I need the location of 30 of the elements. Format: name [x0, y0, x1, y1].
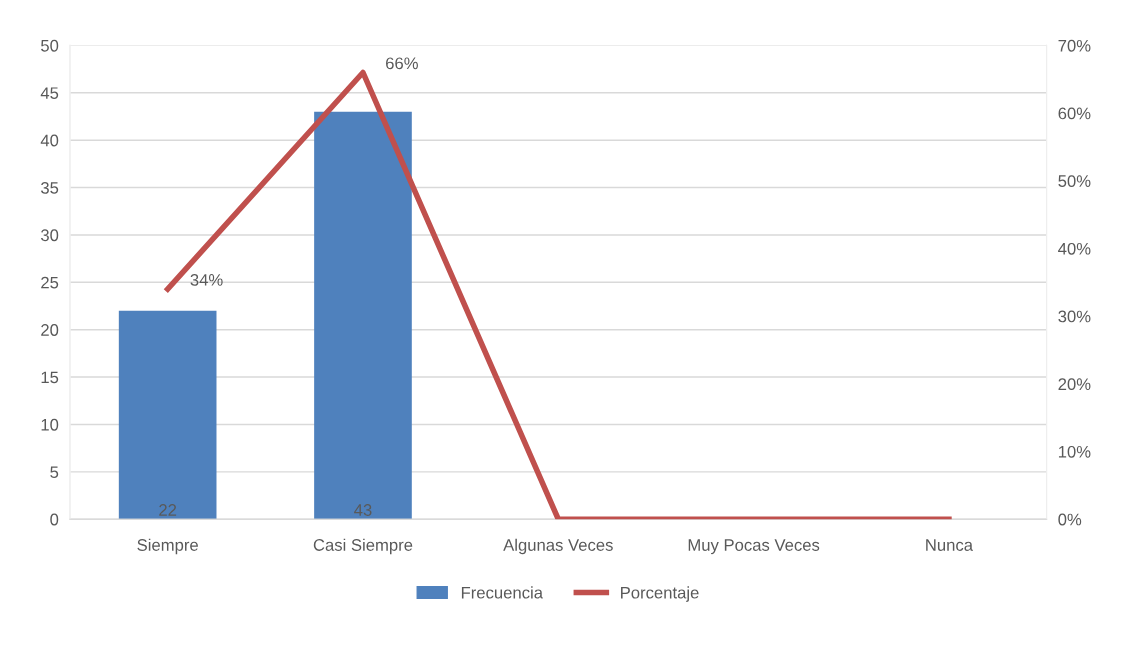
- y2-tick-label: 0%: [1058, 513, 1082, 526]
- data-label: 43: [354, 504, 372, 516]
- data-label: 66%: [386, 57, 418, 70]
- y2-tick-label: 40%: [1058, 242, 1091, 255]
- y2-tick-label: 30%: [1058, 310, 1091, 323]
- y2-tick-label: 50%: [1058, 175, 1091, 187]
- y-tick-label: 5: [50, 466, 59, 479]
- y2-tick-label: 70%: [1058, 39, 1091, 52]
- data-label: 22: [159, 504, 177, 516]
- y-tick-label: 50: [41, 39, 59, 52]
- y2-tick-label: 60%: [1058, 107, 1091, 120]
- x-tick-label: Nunca: [926, 539, 974, 551]
- y-tick-label: 45: [40, 87, 59, 100]
- y2-tick-label: 10%: [1058, 445, 1091, 458]
- y-tick-label: 25: [41, 276, 59, 289]
- y-tick-label: 40: [40, 134, 59, 147]
- y-tick-label: 15: [41, 371, 59, 384]
- legend-label: Porcentaje: [621, 586, 699, 602]
- x-tick-label: Siempre: [137, 538, 198, 555]
- data-label: 34%: [190, 273, 223, 286]
- y-tick-label: 0: [50, 513, 59, 526]
- x-tick-label: Muy Pocas Veces: [688, 539, 820, 555]
- y-tick-label: 30: [40, 229, 59, 242]
- y-tick-label: 20: [41, 324, 59, 336]
- x-tick-label: Casi Siempre: [313, 538, 413, 555]
- y2-tick-label: 20%: [1058, 378, 1091, 391]
- y-tick-label: 10: [41, 418, 59, 431]
- legend-label: Frecuencia: [461, 586, 544, 599]
- y-tick-label: 35: [40, 181, 59, 194]
- x-tick-label: Algunas Veces: [503, 538, 613, 555]
